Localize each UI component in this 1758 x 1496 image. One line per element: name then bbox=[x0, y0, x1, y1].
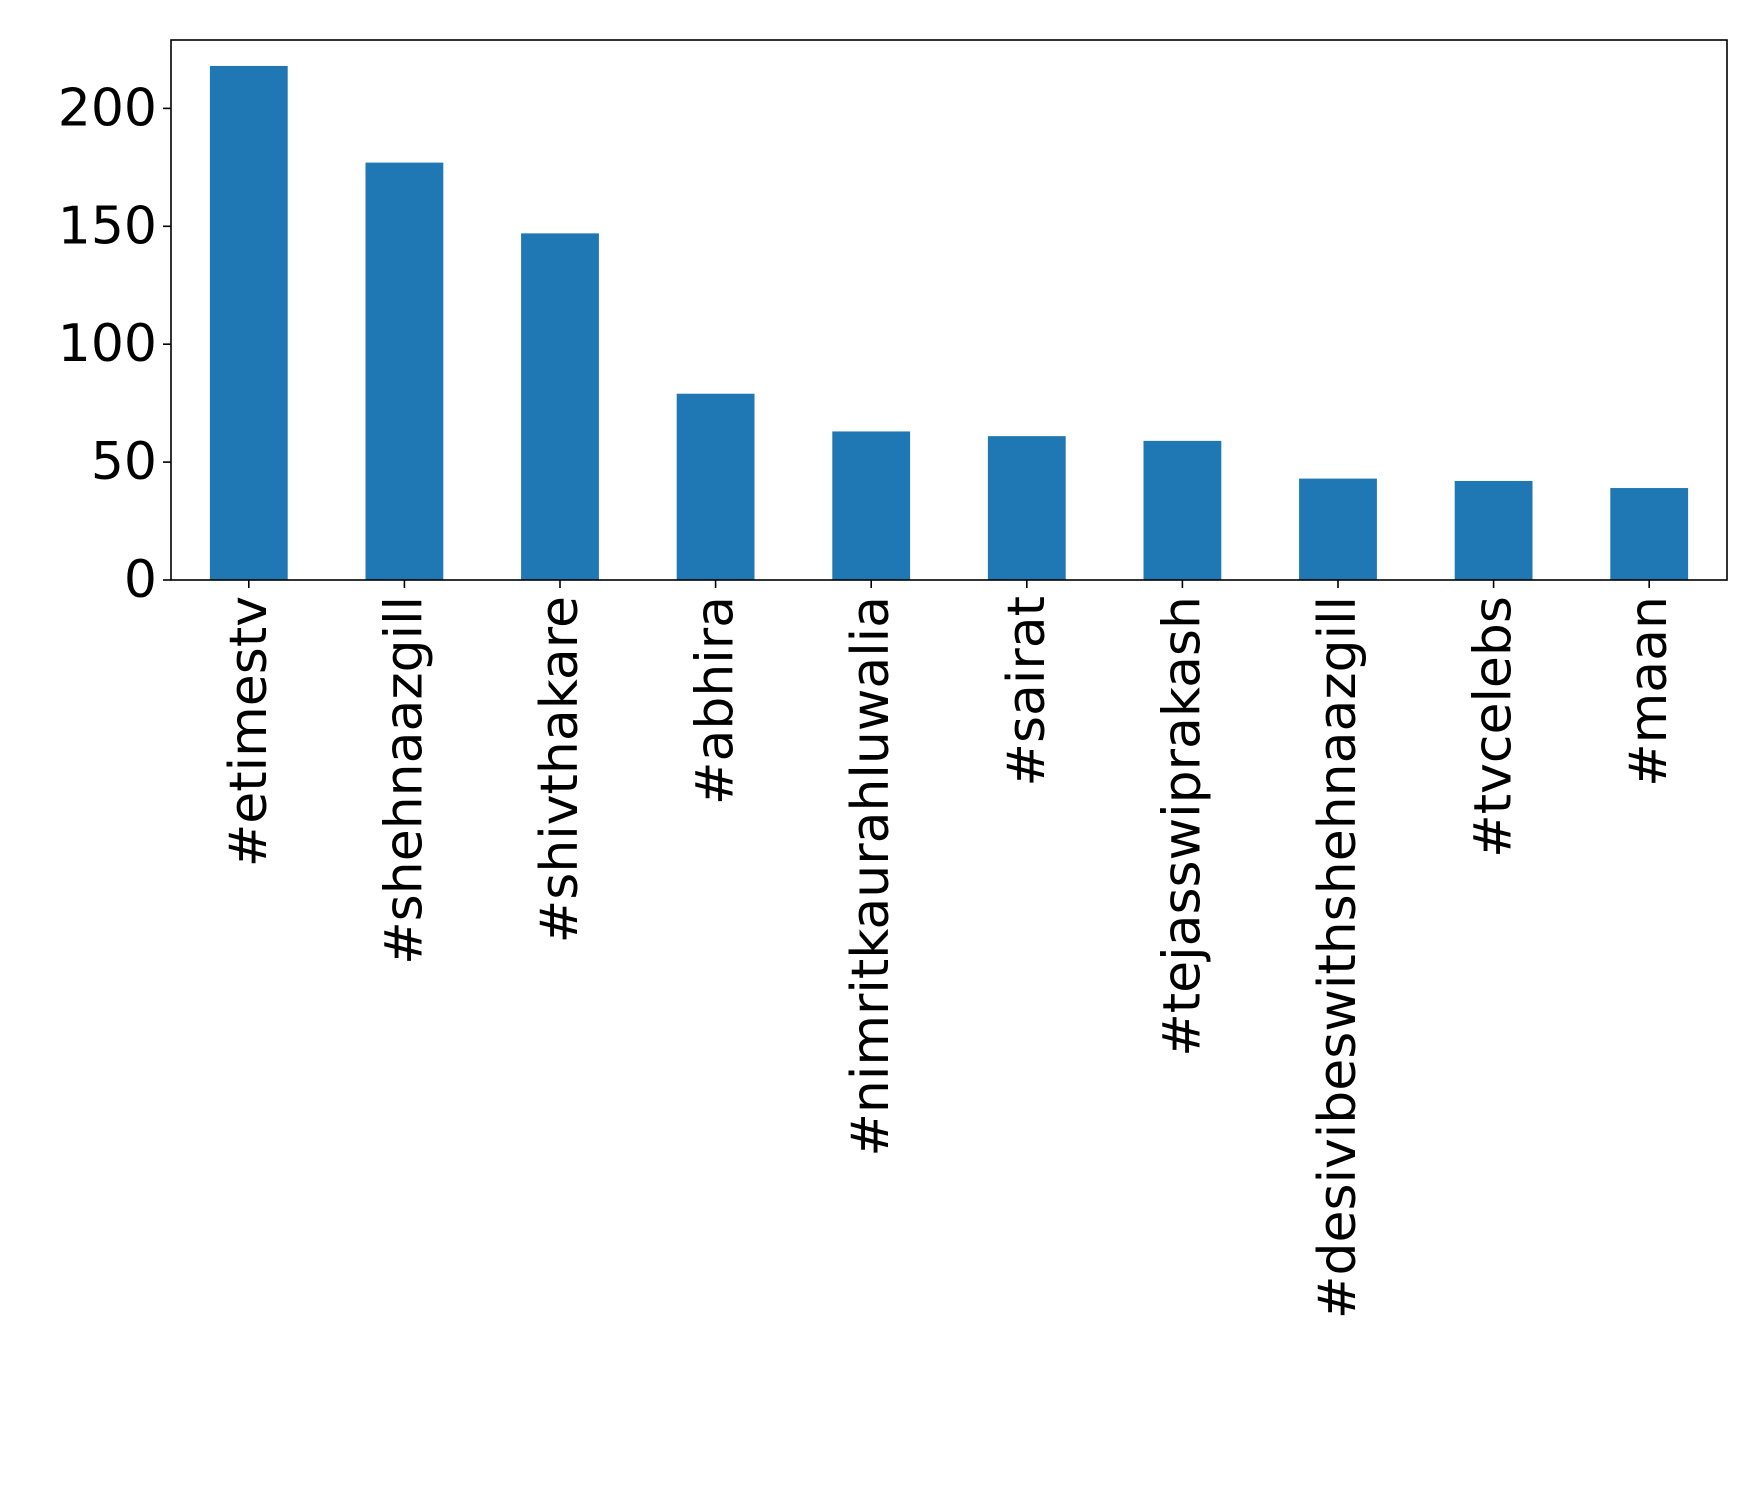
x-tick-label: #sairat bbox=[997, 596, 1057, 787]
x-tick-label: #maan bbox=[1619, 596, 1679, 787]
bar-tvcelebs bbox=[1454, 480, 1533, 580]
x-tick-label: #desivibeswithshehnaazgill bbox=[1308, 596, 1368, 1319]
bar-shivthakare bbox=[521, 233, 599, 581]
y-tick-label: 150 bbox=[58, 196, 157, 256]
y-axis: 0 50 100 150 200 bbox=[58, 78, 171, 610]
x-tick-label: #shehnaazgill bbox=[374, 596, 434, 965]
bar-nimritkaurahluwalia bbox=[832, 431, 911, 580]
y-tick-label: 100 bbox=[58, 314, 157, 374]
x-tick-label: #shivthakare bbox=[530, 596, 590, 943]
y-tick-label: 0 bbox=[124, 550, 157, 610]
bar-desivibeswithshehnaazgill bbox=[1299, 478, 1377, 580]
y-tick-label: 200 bbox=[58, 78, 157, 138]
bar-maan bbox=[1610, 488, 1689, 580]
x-tick-label: #tvcelebs bbox=[1464, 596, 1524, 858]
x-tick-label: #abhira bbox=[686, 596, 746, 805]
x-axis: #etimestv #shehnaazgill #shivthakare #abhir… bbox=[219, 580, 1679, 1319]
plot-frame bbox=[170, 39, 1728, 581]
x-tick-label: #etimestv bbox=[219, 596, 279, 867]
x-tick-label: #nimritkaurahluwalia bbox=[841, 596, 901, 1157]
y-tick-label: 50 bbox=[91, 432, 157, 492]
bar-abhira bbox=[676, 393, 755, 580]
x-tick-label: #tejasswiprakash bbox=[1152, 596, 1212, 1057]
bars-group bbox=[209, 65, 1689, 581]
bar-tejasswiprakash bbox=[1143, 440, 1222, 580]
bar-shehnaazgill bbox=[365, 162, 444, 580]
bar-etimestv bbox=[209, 65, 288, 581]
bar-sairat bbox=[987, 436, 1066, 580]
